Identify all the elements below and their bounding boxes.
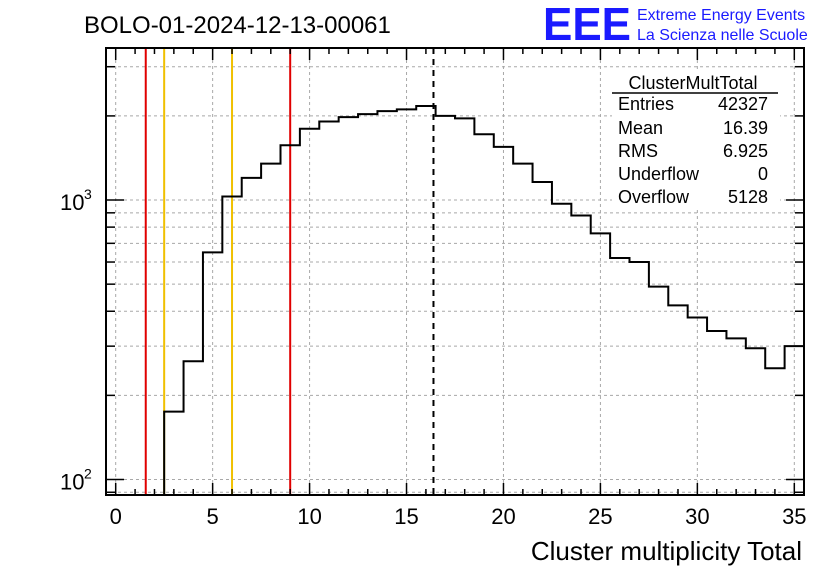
stats-row-overflow: Overflow 5128	[618, 187, 768, 207]
x-tick-label: 30	[685, 504, 709, 529]
stats-row-entries: Entries 42327	[618, 94, 768, 114]
stats-box-title: ClusterMultTotal	[628, 73, 757, 93]
x-axis-title: Cluster multiplicity Total	[531, 536, 802, 566]
stats-box: ClusterMultTotal Entries 42327 Mean 16.3…	[612, 72, 780, 210]
stats-value-entries: 42327	[718, 94, 768, 114]
y-tick-label-exp: 3	[84, 186, 92, 202]
stats-row-underflow: Underflow 0	[618, 164, 768, 184]
x-tick-label: 10	[297, 504, 321, 529]
stats-value-mean: 16.39	[723, 118, 768, 138]
y-tick-label: 10 3	[60, 186, 92, 215]
eee-logo-line2: La Scienza nelle Scuole	[637, 27, 808, 44]
histogram-series	[163, 105, 804, 495]
x-tick-label: 25	[588, 504, 612, 529]
stats-row-rms: RMS 6.925	[618, 141, 768, 161]
eee-logo-mark: EEE	[543, 0, 631, 50]
run-title: BOLO-01-2024-12-13-00061	[84, 12, 391, 39]
x-tick-label: 15	[394, 504, 418, 529]
stats-label-mean: Mean	[618, 118, 663, 138]
axis-frame	[105, 47, 805, 496]
stats-row-mean: Mean 16.39	[618, 118, 768, 138]
stats-label-entries: Entries	[618, 94, 674, 114]
stats-value-rms: 6.925	[723, 141, 768, 161]
stats-label-rms: RMS	[618, 141, 658, 161]
x-tick-label: 0	[110, 504, 122, 529]
y-tick-label-base: 10	[60, 469, 84, 494]
x-tick-labels: 0 5 10 15 20 25 30 35	[110, 504, 807, 529]
vertical-lines-layer	[144, 48, 435, 495]
y-tick-label-exp: 2	[84, 465, 92, 481]
x-tick-label: 5	[207, 504, 219, 529]
stats-label-underflow: Underflow	[618, 164, 700, 184]
x-tick-label: 35	[782, 504, 806, 529]
stats-value-underflow: 0	[758, 164, 768, 184]
y-tick-label: 10 2	[60, 465, 92, 494]
x-tick-label: 20	[491, 504, 515, 529]
stats-value-overflow: 5128	[728, 187, 768, 207]
eee-logo: EEE Extreme Energy Events La Scienza nel…	[543, 0, 808, 50]
plot-frame	[105, 47, 805, 496]
eee-logo-line1: Extreme Energy Events	[637, 7, 805, 24]
y-tick-label-base: 10	[60, 190, 84, 215]
stats-box-background	[612, 72, 780, 210]
stats-label-overflow: Overflow	[618, 187, 690, 207]
